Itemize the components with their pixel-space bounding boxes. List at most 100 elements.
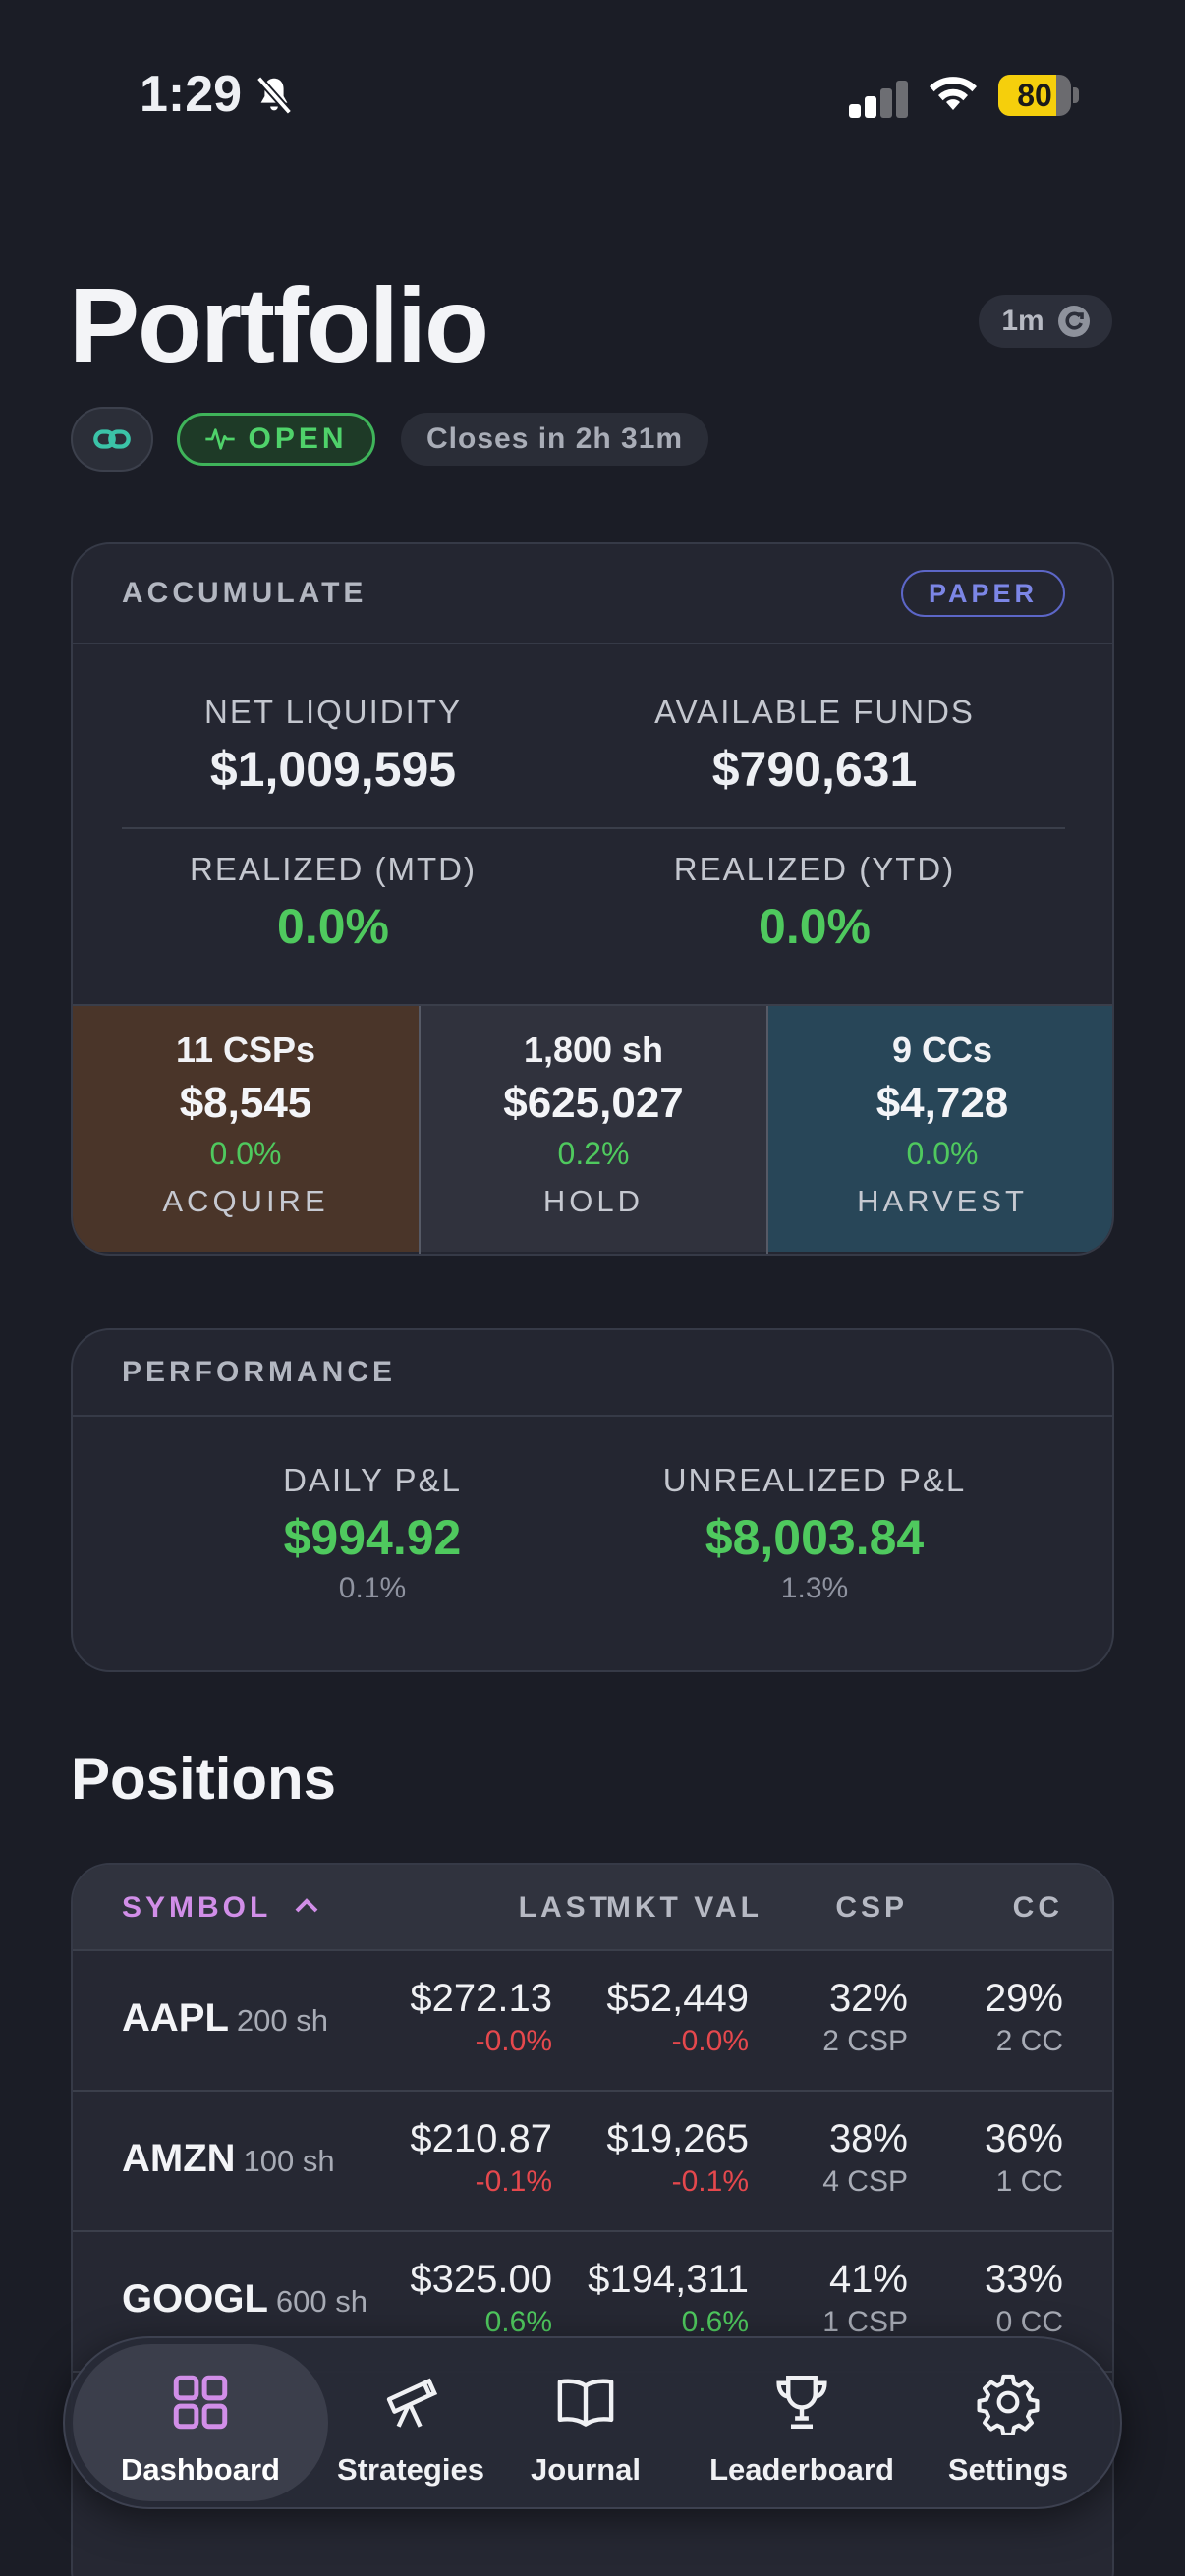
performance-card: PERFORMANCE DAILY P&L $994.92 0.1% UNREA… (71, 1328, 1114, 1672)
cc-count: 2 CC (995, 2025, 1063, 2057)
link-account-button[interactable] (71, 407, 153, 472)
daily-pnl: DAILY P&L $994.92 0.1% (283, 1462, 462, 1604)
strategy-label: ACCUMULATE (122, 577, 367, 609)
last-price: $325.00 (410, 2258, 552, 2301)
shares-text: 600 sh (275, 2284, 367, 2319)
realized-ytd: REALIZED (YTD) 0.0% (673, 851, 956, 954)
segment-acquire[interactable]: 11 CSPs $8,545 0.0% ACQUIRE (73, 1006, 419, 1252)
shares-text: 100 sh (243, 2144, 335, 2178)
symbol-text: AAPL (122, 1996, 229, 2040)
csp-count: 1 CSP (822, 2306, 908, 2338)
realized-mtd: REALIZED (MTD) 0.0% (190, 851, 477, 954)
cc-cell: 33% 0 CC (985, 2258, 1063, 2339)
symbol-cell: AMZN 100 sh (122, 2137, 335, 2181)
last-price: $210.87 (410, 2117, 552, 2160)
performance-label: PERFORMANCE (122, 1356, 397, 1388)
page-title: Portfolio (69, 265, 489, 384)
last-header[interactable]: LAST (518, 1891, 611, 1924)
gear-icon (977, 2374, 1040, 2435)
cc-cell: 29% 2 CC (985, 1977, 1063, 2058)
refresh-icon (1057, 306, 1090, 337)
last-cell: $325.00 0.6% (410, 2258, 552, 2339)
cc-count: 0 CC (995, 2306, 1063, 2338)
battery-icon: 80 (998, 75, 1079, 116)
chevron-up-icon (295, 1898, 318, 1913)
signal-icon (849, 79, 908, 118)
battery-level: 80 (1017, 78, 1052, 113)
account-card: ACCUMULATE PAPER NET LIQUIDITY $1,009,59… (71, 542, 1114, 1256)
paper-badge: PAPER (900, 570, 1065, 617)
net-liquidity: NET LIQUIDITY $1,009,595 (204, 694, 462, 797)
tab-settings[interactable]: Settings (930, 2344, 1087, 2501)
divider (122, 827, 1065, 829)
market-close-timer: Closes in 2h 31m (401, 413, 709, 466)
symbol-text: AMZN (122, 2137, 236, 2180)
market-change: 0.6% (681, 2306, 749, 2338)
symbol-text: GOOGL (122, 2277, 268, 2321)
last-cell: $272.13 -0.0% (410, 1977, 552, 2058)
tab-label: Strategies (337, 2452, 484, 2487)
cc-percent: 36% (984, 2117, 1063, 2160)
last-change: 0.6% (484, 2306, 552, 2338)
tab-bar: Dashboard Strategies Journal Leaderboard… (63, 2336, 1122, 2509)
csp-percent: 41% (828, 2258, 908, 2301)
refresh-button[interactable]: 1m (979, 295, 1112, 348)
last-price: $272.13 (410, 1977, 552, 2020)
activity-icon (205, 428, 236, 450)
last-change: -0.0% (475, 2025, 552, 2057)
market-status-text: OPEN (248, 422, 348, 455)
tab-strategies[interactable]: Strategies (332, 2344, 489, 2501)
last-change: -0.1% (475, 2165, 552, 2198)
unrealized-pnl: UNREALIZED P&L $8,003.84 1.3% (662, 1462, 967, 1604)
symbol-cell: AAPL 200 sh (122, 1996, 328, 2041)
tab-label: Leaderboard (709, 2452, 894, 2487)
cc-cell: 36% 1 CC (985, 2117, 1063, 2199)
bell-slash-icon (255, 76, 293, 115)
csp-cell: 41% 1 CSP (822, 2258, 908, 2339)
last-cell: $210.87 -0.1% (410, 2117, 552, 2199)
tab-dashboard[interactable]: Dashboard (73, 2344, 328, 2501)
csp-percent: 38% (828, 2117, 908, 2160)
cc-percent: 29% (984, 1977, 1063, 2020)
status-time: 1:29 (140, 66, 243, 123)
csp-percent: 32% (828, 1977, 908, 2020)
tab-label: Dashboard (121, 2452, 280, 2487)
shares-text: 200 sh (236, 2003, 328, 2038)
mkt-val-cell: $52,449 -0.0% (606, 1977, 749, 2058)
cc-count: 1 CC (995, 2165, 1063, 2198)
cc-percent: 33% (984, 2258, 1063, 2301)
segment-hold[interactable]: 1,800 sh $625,027 0.2% HOLD (421, 1006, 766, 1252)
tab-label: Journal (531, 2452, 641, 2487)
mkt-val-cell: $19,265 -0.1% (606, 2117, 749, 2199)
sort-symbol-header[interactable]: SYMBOL (122, 1865, 320, 1951)
symbol-cell: GOOGL 600 sh (122, 2277, 367, 2322)
tab-label: Settings (947, 2452, 1069, 2487)
csp-count: 4 CSP (822, 2165, 908, 2198)
available-funds: AVAILABLE FUNDS $790,631 (654, 694, 975, 797)
table-header: SYMBOL LAST MKT VAL CSP CC (73, 1865, 1112, 1951)
market-value: $52,449 (606, 1977, 749, 2020)
table-row[interactable]: AAPL 200 sh $272.13 -0.0% $52,449 -0.0% 32% 2 C… (73, 1951, 1112, 2092)
tab-journal[interactable]: Journal (505, 2344, 666, 2501)
market-change: -0.0% (671, 2025, 749, 2057)
trophy-icon (776, 2376, 827, 2429)
csp-cell: 32% 2 CSP (822, 1977, 908, 2058)
csp-count: 2 CSP (822, 2025, 908, 2057)
mkt-val-cell: $194,311 0.6% (588, 2258, 749, 2339)
tab-leaderboard[interactable]: Leaderboard (690, 2344, 914, 2501)
csp-header[interactable]: CSP (835, 1891, 908, 1924)
wifi-icon (930, 77, 977, 110)
grid-icon (173, 2375, 228, 2430)
telescope-icon (386, 2378, 438, 2428)
positions-title: Positions (71, 1746, 337, 1812)
csp-cell: 38% 4 CSP (822, 2117, 908, 2199)
market-status-badge: OPEN (177, 413, 375, 466)
market-change: -0.1% (671, 2165, 749, 2198)
segment-harvest[interactable]: 9 CCs $4,728 0.0% HARVEST (768, 1006, 1112, 1252)
refresh-interval: 1m (1001, 305, 1044, 337)
table-row[interactable]: AMZN 100 sh $210.87 -0.1% $19,265 -0.1% 38% 4 C… (73, 2092, 1112, 2232)
mkt-val-header[interactable]: MKT VAL (605, 1891, 762, 1924)
book-icon (557, 2379, 614, 2427)
market-value: $19,265 (606, 2117, 749, 2160)
cc-header[interactable]: CC (1012, 1891, 1063, 1924)
